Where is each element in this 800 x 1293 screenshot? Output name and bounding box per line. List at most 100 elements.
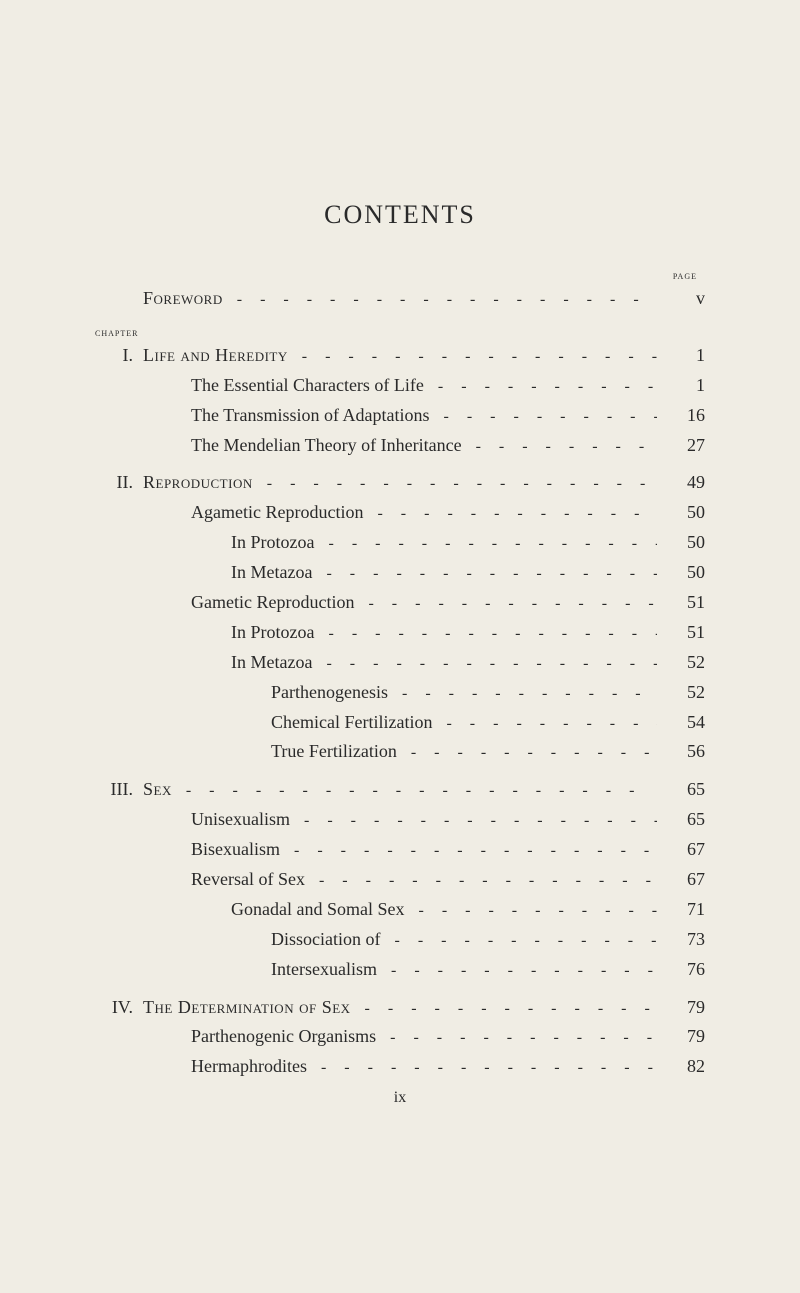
toc-entry-label: The Mendelian Theory of Inheritance (95, 432, 462, 460)
toc-page-number: 56 (657, 738, 705, 766)
toc-body: Foreword--------------------vchapterI.Li… (95, 285, 705, 1081)
toc-entry-label: Parthenogenic Organisms (95, 1023, 376, 1051)
toc-leader: -------------------- (305, 869, 657, 894)
toc-label-area: The Essential Characters of Life--------… (95, 372, 657, 400)
toc-row: III. Sex--------------------65 (95, 776, 705, 804)
toc-leader: -------------------- (430, 405, 657, 430)
chapter-roman: I. (95, 342, 133, 370)
toc-leader: -------------------- (388, 682, 657, 707)
contents-title: CONTENTS (95, 200, 705, 230)
toc-leader: -------------------- (312, 562, 657, 587)
toc-row: Parthenogenic Organisms-----------------… (95, 1023, 705, 1051)
toc-leader: -------------------- (172, 779, 657, 804)
toc-row: Foreword--------------------v (95, 285, 705, 313)
toc-row: In Metazoa--------------------52 (95, 649, 705, 677)
chapter-roman: III. (95, 776, 133, 804)
toc-entry-label: Reproduction (143, 469, 253, 497)
toc-entry-label: Hermaphrodites (95, 1053, 307, 1081)
toc-entry-label: Foreword (143, 285, 223, 313)
toc-leader: -------------------- (377, 959, 657, 984)
toc-page-number: 67 (657, 866, 705, 894)
toc-page-number: 82 (657, 1053, 705, 1081)
toc-leader: -------------------- (312, 652, 657, 677)
toc-label-area: In Metazoa-------------------- (95, 649, 657, 677)
toc-entry-label: Agametic Reproduction (95, 499, 363, 527)
toc-label-area: The Transmission of Adaptations---------… (95, 402, 657, 430)
toc-row: In Metazoa--------------------50 (95, 559, 705, 587)
toc-leader: -------------------- (404, 899, 657, 924)
toc-row: Reversal of Sex--------------------67 (95, 866, 705, 894)
toc-label-area: Unisexualism-------------------- (95, 806, 657, 834)
toc-entry-label: Intersexualism (95, 956, 377, 984)
toc-page-number: 67 (657, 836, 705, 864)
toc-leader: -------------------- (307, 1056, 657, 1081)
toc-entry-label: In Protozoa (95, 529, 314, 557)
toc-entry-label: Chemical Fertilization (95, 709, 432, 737)
toc-label-area: Foreword-------------------- (95, 285, 657, 313)
toc-entry-label: True Fertilization (95, 738, 397, 766)
toc-leader: -------------------- (314, 622, 657, 647)
toc-entry-label: Gonadal and Somal Sex (95, 896, 404, 924)
toc-leader: -------------------- (253, 472, 657, 497)
toc-entry-label: The Transmission of Adaptations (95, 402, 430, 430)
toc-leader: -------------------- (397, 741, 657, 766)
toc-row: The Transmission of Adaptations---------… (95, 402, 705, 430)
toc-entry-label: Parthenogenesis (95, 679, 388, 707)
toc-leader: -------------------- (354, 592, 657, 617)
toc-entry-label: Reversal of Sex (95, 866, 305, 894)
toc-page-number: 1 (657, 372, 705, 400)
toc-page-number: 76 (657, 956, 705, 984)
toc-leader: -------------------- (280, 839, 657, 864)
toc-row: II. Reproduction--------------------49 (95, 469, 705, 497)
section-gap (95, 461, 705, 469)
toc-row: IV.The Determination of Sex-------------… (95, 994, 705, 1022)
toc-page-number: 54 (657, 709, 705, 737)
toc-label-area: The Mendelian Theory of Inheritance-----… (95, 432, 657, 460)
toc-leader: -------------------- (381, 929, 658, 954)
toc-label-area: In Protozoa-------------------- (95, 619, 657, 647)
toc-label-area: III. Sex-------------------- (95, 776, 657, 804)
toc-page-number: 52 (657, 649, 705, 677)
toc-label-area: Dissociation of-------------------- (95, 926, 657, 954)
toc-leader: -------------------- (462, 435, 657, 460)
toc-row: I.Life and Heredity--------------------1 (95, 342, 705, 370)
toc-label-area: Agametic Reproduction-------------------… (95, 499, 657, 527)
toc-page-number: 50 (657, 529, 705, 557)
toc-label-area: IV.The Determination of Sex-------------… (95, 994, 657, 1022)
toc-row: True Fertilization--------------------56 (95, 738, 705, 766)
toc-row: Gametic Reproduction--------------------… (95, 589, 705, 617)
toc-page-number: 73 (657, 926, 705, 954)
toc-page-number: 79 (657, 994, 705, 1022)
toc-page-number: 50 (657, 559, 705, 587)
toc-page-number: 50 (657, 499, 705, 527)
toc-row: Gonadal and Somal Sex-------------------… (95, 896, 705, 924)
toc-page-number: 49 (657, 469, 705, 497)
toc-entry-label: Life and Heredity (143, 342, 288, 370)
toc-page-number: 71 (657, 896, 705, 924)
toc-leader: -------------------- (351, 997, 657, 1022)
toc-page-number: 51 (657, 589, 705, 617)
toc-label-area: Gametic Reproduction-------------------- (95, 589, 657, 617)
toc-row: The Mendelian Theory of Inheritance-----… (95, 432, 705, 460)
page-number-footer: ix (95, 1089, 705, 1107)
toc-page-number: 65 (657, 776, 705, 804)
toc-row: Intersexualism--------------------76 (95, 956, 705, 984)
chapter-roman: II. (95, 469, 133, 497)
toc-entry-label: Sex (143, 776, 172, 804)
toc-row: Hermaphrodites--------------------82 (95, 1053, 705, 1081)
toc-row: In Protozoa--------------------50 (95, 529, 705, 557)
toc-label-area: In Protozoa-------------------- (95, 529, 657, 557)
toc-page-number: v (657, 285, 705, 313)
toc-leader: -------------------- (223, 288, 657, 313)
toc-page-number: 52 (657, 679, 705, 707)
toc-entry-label: The Essential Characters of Life (95, 372, 424, 400)
chapter-roman: IV. (95, 994, 133, 1022)
toc-entry-label: In Protozoa (95, 619, 314, 647)
toc-label-area: In Metazoa-------------------- (95, 559, 657, 587)
toc-row: Dissociation of--------------------73 (95, 926, 705, 954)
toc-entry-label: Gametic Reproduction (95, 589, 354, 617)
toc-leader: -------------------- (376, 1026, 657, 1051)
toc-entry-label: Bisexualism (95, 836, 280, 864)
toc-row: Chemical Fertilization------------------… (95, 709, 705, 737)
toc-row: In Protozoa--------------------51 (95, 619, 705, 647)
